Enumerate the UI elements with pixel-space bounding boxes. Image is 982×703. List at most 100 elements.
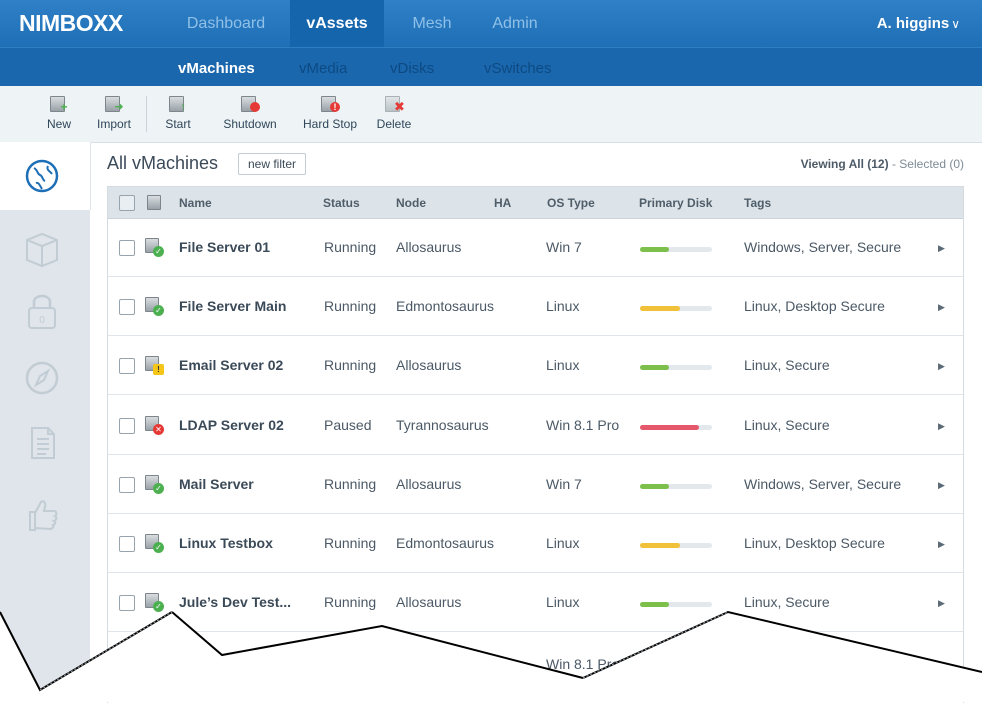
table-row[interactable]: ✓ Jule’s Dev Test... Running Allosaurus Linu…	[108, 573, 963, 632]
vm-tags: Windows, Server, Secure	[744, 476, 902, 492]
viewing-all-link[interactable]: Viewing All	[800, 157, 864, 171]
top-navigation: NIMBOXX Dashboard vAssets Mesh Admin A. …	[0, 0, 982, 47]
vm-status: Running	[324, 298, 377, 314]
column-header-tags[interactable]: Tags	[744, 196, 772, 210]
running-status-icon: ✓	[153, 305, 164, 316]
new-button[interactable]: + New	[40, 94, 78, 131]
shutdown-icon	[239, 94, 261, 114]
column-header-os-type[interactable]: OS Type	[547, 196, 595, 210]
row-checkbox[interactable]	[119, 358, 135, 374]
vm-name[interactable]: LDAP Server 02	[179, 417, 284, 433]
primary-disk-usage-fill	[640, 425, 700, 430]
new-server-icon: +	[48, 94, 70, 114]
row-expand-arrow-icon[interactable]: ▶	[938, 421, 945, 431]
delete-label: Delete	[376, 117, 412, 131]
table-row[interactable]: Win 8.1 Pro	[108, 632, 963, 691]
thumbs-up-icon[interactable]	[22, 494, 62, 534]
subnav-tab-vmachines[interactable]: vMachines	[178, 60, 255, 77]
new-filter-button[interactable]: new filter	[238, 153, 307, 175]
globe-icon[interactable]	[22, 156, 62, 196]
left-sidebar: 0	[0, 142, 91, 702]
row-expand-arrow-icon[interactable]: ▶	[938, 598, 945, 608]
row-expand-arrow-icon[interactable]: ▶	[938, 539, 945, 549]
vm-status: Running	[324, 535, 377, 551]
row-checkbox[interactable]	[119, 536, 135, 552]
row-expand-arrow-icon[interactable]: ▶	[938, 480, 945, 490]
row-checkbox[interactable]	[119, 299, 135, 315]
page-title: All vMachines	[107, 153, 219, 173]
nav-tab-vassets[interactable]: vAssets	[290, 0, 384, 47]
table-row[interactable]: ! Email Server 02 Running Allosaurus Linux Li…	[108, 336, 963, 395]
vm-os-type: Linux	[546, 594, 580, 610]
selected-count[interactable]: Selected (0)	[899, 157, 964, 171]
row-expand-arrow-icon[interactable]: ▶	[938, 361, 945, 371]
start-button[interactable]: ↑ Start	[160, 94, 196, 131]
hard-stop-label: Hard Stop	[302, 117, 358, 131]
vm-os-type: Linux	[546, 357, 580, 373]
delete-button[interactable]: ✖ Delete	[374, 94, 414, 131]
delete-icon: ✖	[383, 94, 405, 114]
vm-name[interactable]: Email Server 02	[179, 357, 284, 373]
column-header-primary-disk[interactable]: Primary Disk	[639, 196, 713, 210]
vm-name[interactable]: File Server 01	[179, 239, 271, 255]
vm-os-type: Linux	[546, 298, 580, 314]
primary-disk-usage-fill	[640, 602, 669, 607]
user-name: A. higgins	[876, 15, 950, 32]
row-checkbox[interactable]	[119, 477, 135, 493]
running-status-icon: ✓	[153, 483, 164, 494]
brand-logo[interactable]: NIMBOXX	[19, 10, 123, 36]
table-row[interactable]: ✓ Mail Server Running Allosaurus Win 7 Window…	[108, 455, 963, 514]
row-checkbox[interactable]	[119, 595, 135, 611]
row-checkbox[interactable]	[119, 240, 135, 256]
table-row[interactable]: ✓ File Server Main Running Edmontosaurus Lin…	[108, 277, 963, 336]
import-button[interactable]: ➜ Import	[92, 94, 136, 131]
table-row[interactable]: ✕ LDAP Server 02 Paused Tyrannosaurus Win 8.…	[108, 396, 963, 455]
new-label: New	[46, 117, 71, 131]
column-header-status[interactable]: Status	[323, 196, 360, 210]
sidebar-active-item[interactable]	[0, 142, 91, 210]
lock-icon[interactable]: 0	[22, 290, 62, 330]
vm-server-icon: ✓	[144, 591, 166, 613]
nav-tab-dashboard[interactable]: Dashboard	[186, 15, 266, 32]
subnav-tab-vdisks[interactable]: vDisks	[390, 60, 435, 77]
vm-status: Running	[324, 239, 377, 255]
vmachines-table: Name Status Node HA OS Type Primary Disk…	[107, 186, 964, 703]
vm-name[interactable]: File Server Main	[179, 298, 287, 314]
column-header-name[interactable]: Name	[179, 196, 212, 210]
primary-disk-usage-bar	[640, 365, 712, 370]
hard-stop-button[interactable]: ! Hard Stop	[299, 94, 361, 131]
primary-disk-usage-fill	[640, 365, 669, 370]
user-menu[interactable]: A. higgins ∨	[877, 0, 960, 47]
column-header-node[interactable]: Node	[396, 196, 426, 210]
column-header-ha[interactable]: HA	[494, 196, 512, 210]
vm-name[interactable]: Linux Testbox	[179, 535, 273, 551]
import-icon: ➜	[103, 94, 125, 114]
nav-tab-mesh[interactable]: Mesh	[412, 15, 452, 32]
row-expand-arrow-icon[interactable]: ▶	[938, 243, 945, 253]
import-label: Import	[96, 117, 131, 131]
row-checkbox[interactable]	[119, 418, 135, 434]
primary-disk-usage-bar	[640, 602, 712, 607]
subnav-tab-vswitches[interactable]: vSwitches	[484, 60, 552, 77]
vm-server-icon: !	[144, 354, 166, 376]
select-all-checkbox[interactable]	[119, 195, 135, 211]
primary-disk-usage-bar	[640, 306, 712, 311]
vm-name[interactable]: Mail Server	[179, 476, 254, 492]
vm-status: Paused	[324, 417, 372, 433]
box-icon[interactable]	[22, 228, 62, 268]
document-icon[interactable]	[22, 422, 62, 462]
shutdown-button[interactable]: Shutdown	[218, 94, 282, 131]
viewing-summary: Viewing All (12) - Selected (0)	[801, 157, 964, 171]
primary-disk-usage-bar	[640, 425, 712, 430]
compass-icon[interactable]	[22, 358, 62, 398]
row-expand-arrow-icon[interactable]: ▶	[938, 302, 945, 312]
vm-name[interactable]: Jule’s Dev Test...	[179, 594, 292, 610]
vm-server-icon: ✓	[144, 532, 166, 554]
vm-tags: Windows, Server, Secure	[744, 239, 902, 255]
table-row[interactable]: ✓ File Server 01 Running Allosaurus Win 7 Win…	[108, 218, 963, 277]
subnav-tab-vmedia[interactable]: vMedia	[299, 60, 348, 77]
vm-os-type: Win 8.1 Pro	[546, 417, 620, 433]
lock-counter: 0	[39, 315, 45, 326]
table-row[interactable]: ✓ Linux Testbox Running Edmontosaurus Linux L…	[108, 514, 963, 573]
nav-tab-admin[interactable]: Admin	[492, 15, 538, 32]
